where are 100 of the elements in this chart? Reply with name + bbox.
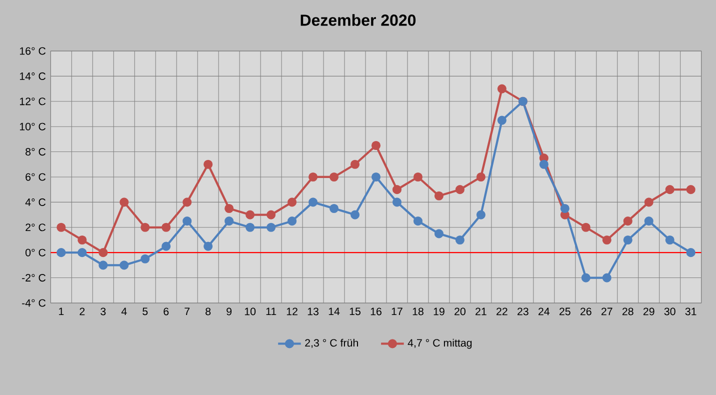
- x-tick-label: 11: [266, 308, 276, 316]
- point: [623, 235, 632, 245]
- legend-label: 2,3 ° C früh: [305, 338, 358, 348]
- point: [623, 216, 632, 226]
- point: [581, 273, 590, 282]
- point: [476, 172, 486, 182]
- point: [686, 248, 696, 258]
- x-tick-label: 9: [226, 308, 232, 316]
- x-tick-label: 7: [184, 308, 190, 316]
- x-tick-label: 3: [100, 308, 106, 316]
- y-tick-label: 10° C: [20, 122, 46, 130]
- point: [140, 222, 150, 232]
- x-tick-label: 30: [664, 308, 676, 316]
- x-tick-label: 15: [350, 308, 360, 316]
- x-tick-label: 18: [412, 308, 424, 316]
- x-tick-label: 19: [434, 308, 444, 316]
- point: [644, 198, 654, 207]
- x-tick-label: 5: [142, 308, 148, 316]
- point: [98, 248, 108, 258]
- chart-title: Dezember 2020: [300, 14, 416, 26]
- x-tick-label: 25: [560, 308, 570, 316]
- point: [539, 160, 548, 169]
- y-tick-label: 0° C: [26, 248, 46, 256]
- x-tick-label: 20: [454, 308, 466, 316]
- x-tick-label: 22: [496, 308, 508, 316]
- point: [497, 84, 506, 94]
- point: [560, 204, 570, 214]
- point: [476, 210, 486, 220]
- y-tick-label: 6° C: [26, 173, 46, 181]
- x-tick-label: 23: [518, 308, 528, 316]
- y-tick-label: -4° C: [22, 299, 46, 307]
- x-tick-label: 28: [622, 308, 634, 316]
- point: [308, 198, 318, 207]
- point: [455, 235, 464, 245]
- x-tick-label: 24: [538, 308, 550, 316]
- x-tick-label: 31: [685, 308, 696, 316]
- y-tick-label: 16° C: [20, 47, 46, 55]
- point: [665, 185, 674, 194]
- point: [120, 260, 129, 270]
- point: [455, 185, 464, 194]
- point: [413, 216, 423, 226]
- x-tick-label: 6: [164, 308, 169, 316]
- point: [581, 222, 590, 232]
- y-tick-label: 8° C: [26, 148, 46, 156]
- x-tick-label: 2: [80, 308, 85, 316]
- x-tick-label: 17: [392, 308, 402, 316]
- y-tick-label: 4° C: [25, 198, 46, 206]
- point: [56, 222, 66, 232]
- point: [204, 242, 213, 251]
- point: [56, 248, 66, 258]
- point: [224, 216, 234, 226]
- y-tick-label: 12° C: [20, 98, 46, 106]
- point: [392, 198, 402, 207]
- x-tick-label: 14: [328, 308, 340, 316]
- point: [78, 248, 87, 258]
- point: [686, 185, 696, 194]
- point: [246, 210, 255, 220]
- point: [266, 210, 276, 220]
- point: [288, 198, 297, 207]
- x-tick-label: 16: [370, 308, 382, 316]
- point: [434, 229, 444, 238]
- point: [182, 198, 192, 207]
- x-tick-label: 27: [601, 308, 612, 316]
- point: [350, 160, 360, 169]
- point: [98, 260, 108, 270]
- point: [434, 191, 444, 200]
- x-tick-label: 8: [206, 308, 211, 316]
- point: [308, 172, 318, 182]
- point: [602, 273, 612, 282]
- x-tick-label: 1: [59, 308, 64, 316]
- x-tick-label: 13: [308, 308, 318, 316]
- x-tick-label: 4: [121, 308, 127, 316]
- x-tick-label: 26: [580, 308, 592, 316]
- point: [162, 242, 171, 251]
- point: [140, 254, 150, 264]
- point: [224, 204, 234, 214]
- x-tick-label: 12: [286, 308, 298, 316]
- x-tick-label: 21: [476, 308, 486, 316]
- point: [665, 235, 674, 245]
- x-tick-label: 29: [643, 308, 654, 316]
- point: [350, 210, 360, 220]
- point: [120, 198, 129, 207]
- y-tick-label: 14° C: [20, 72, 46, 80]
- point: [497, 116, 506, 125]
- point: [204, 160, 213, 169]
- point: [602, 235, 612, 245]
- point: [288, 216, 297, 226]
- point: [371, 140, 381, 150]
- point: [644, 216, 654, 226]
- legend-label: 4,7 ° C mittag: [408, 338, 472, 349]
- point: [266, 222, 276, 232]
- point: [182, 216, 192, 226]
- point: [162, 222, 171, 232]
- point: [78, 235, 87, 245]
- y-tick-label: 2° C: [26, 224, 46, 232]
- point: [371, 172, 381, 182]
- x-tick-label: 10: [244, 308, 256, 316]
- point: [329, 172, 339, 182]
- point: [413, 172, 423, 182]
- point: [246, 222, 255, 232]
